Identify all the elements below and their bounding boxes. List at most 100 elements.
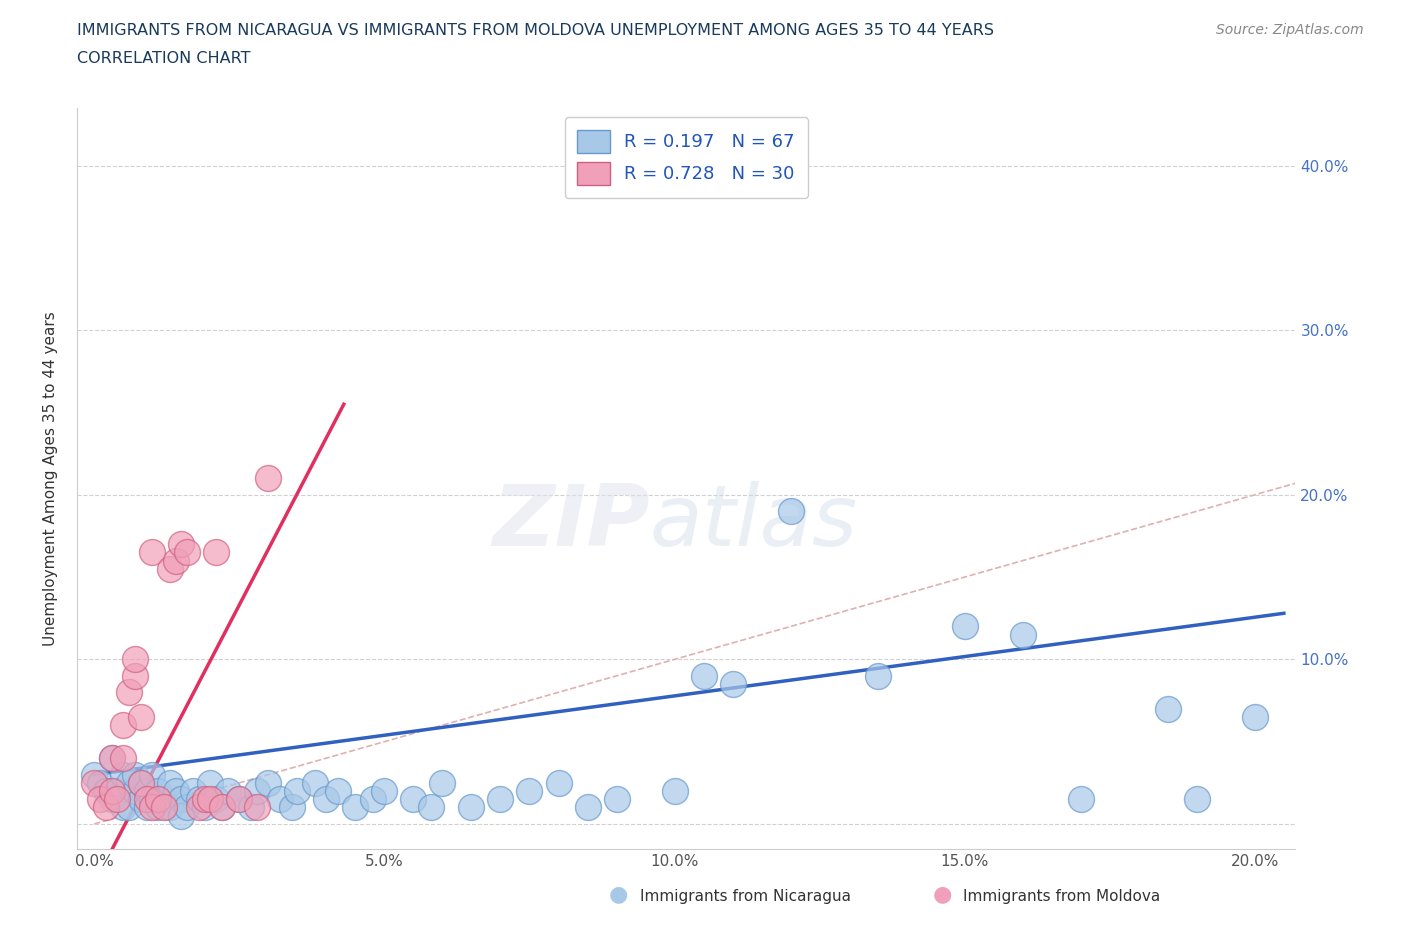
Point [361, 791, 384, 806]
Text: Source: ZipAtlas.com: Source: ZipAtlas.com [1216, 23, 1364, 37]
Point [100, 784, 122, 799]
Point [94, 800, 117, 815]
Point [519, 784, 541, 799]
Point [100, 791, 122, 806]
Point [129, 776, 152, 790]
Text: Immigrants from Nicaragua: Immigrants from Nicaragua [640, 889, 851, 904]
Text: atlas: atlas [650, 481, 858, 565]
Point [217, 784, 239, 799]
Point [141, 545, 163, 560]
Text: ●: ● [609, 884, 628, 904]
Point [129, 791, 152, 806]
Point [159, 562, 181, 577]
Point [547, 776, 569, 790]
Point [159, 776, 181, 790]
Point [118, 800, 141, 815]
Point [170, 791, 193, 806]
Point [269, 791, 291, 806]
Point [280, 800, 302, 815]
Point [100, 751, 122, 765]
Point [135, 784, 157, 799]
Point [118, 684, 141, 699]
Point [489, 791, 512, 806]
Point [135, 791, 157, 806]
Point [141, 767, 163, 782]
Point [205, 791, 228, 806]
Point [257, 776, 280, 790]
Point [112, 767, 135, 782]
Point [112, 718, 135, 733]
Point [205, 545, 228, 560]
Text: ●: ● [932, 884, 952, 904]
Point [228, 791, 250, 806]
Point [419, 800, 441, 815]
Point [193, 791, 215, 806]
Y-axis label: Unemployment Among Ages 35 to 44 years: Unemployment Among Ages 35 to 44 years [44, 311, 58, 645]
Point [124, 652, 146, 667]
Point [257, 471, 280, 485]
Point [107, 784, 129, 799]
Point [170, 537, 193, 551]
Point [692, 669, 714, 684]
Point [176, 800, 198, 815]
Point [187, 800, 209, 815]
Point [326, 784, 349, 799]
Point [146, 791, 169, 806]
Text: Immigrants from Moldova: Immigrants from Moldova [963, 889, 1160, 904]
Point [304, 776, 326, 790]
Point [124, 784, 146, 799]
Point [112, 800, 135, 815]
Point [193, 800, 215, 815]
Point [576, 800, 599, 815]
Point [1243, 710, 1265, 724]
Point [460, 800, 482, 815]
Point [141, 800, 163, 815]
Point [373, 784, 395, 799]
Point [129, 710, 152, 724]
Point [129, 776, 152, 790]
Point [100, 751, 122, 765]
Point [89, 776, 111, 790]
Point [228, 791, 250, 806]
Point [141, 791, 163, 806]
Point [200, 776, 222, 790]
Point [135, 800, 157, 815]
Point [112, 751, 135, 765]
Point [146, 784, 169, 799]
Point [124, 767, 146, 782]
Point [287, 784, 309, 799]
Point [146, 800, 169, 815]
Point [1185, 791, 1208, 806]
Point [153, 800, 176, 815]
Text: IMMIGRANTS FROM NICARAGUA VS IMMIGRANTS FROM MOLDOVA UNEMPLOYMENT AMONG AGES 35 : IMMIGRANTS FROM NICARAGUA VS IMMIGRANTS … [77, 23, 994, 38]
Point [94, 784, 117, 799]
Point [153, 791, 176, 806]
Point [165, 553, 187, 568]
Point [779, 504, 801, 519]
Legend: R = 0.197   N = 67, R = 0.728   N = 30: R = 0.197 N = 67, R = 0.728 N = 30 [565, 117, 807, 198]
Point [176, 545, 198, 560]
Point [721, 677, 744, 692]
Point [170, 808, 193, 823]
Text: ZIP: ZIP [492, 481, 650, 565]
Point [211, 800, 233, 815]
Point [344, 800, 367, 815]
Point [239, 800, 262, 815]
Point [246, 800, 269, 815]
Point [200, 791, 222, 806]
Text: CORRELATION CHART: CORRELATION CHART [77, 51, 250, 66]
Point [402, 791, 425, 806]
Point [664, 784, 686, 799]
Point [866, 669, 889, 684]
Point [159, 800, 181, 815]
Point [953, 619, 976, 634]
Point [118, 776, 141, 790]
Point [107, 791, 129, 806]
Point [211, 800, 233, 815]
Point [246, 784, 269, 799]
Point [181, 784, 204, 799]
Point [1157, 701, 1180, 716]
Point [83, 776, 105, 790]
Point [89, 791, 111, 806]
Point [187, 791, 209, 806]
